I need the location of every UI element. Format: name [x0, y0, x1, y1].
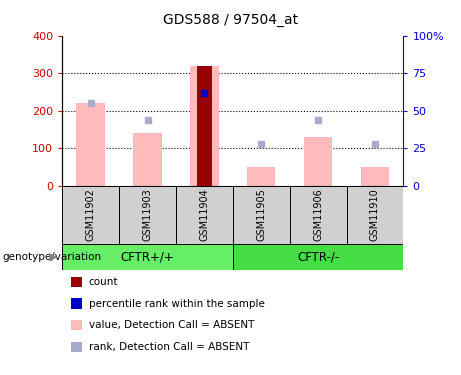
Bar — [133, 133, 162, 186]
Bar — [62, 186, 119, 244]
Text: GSM11904: GSM11904 — [199, 188, 209, 241]
Bar — [304, 137, 332, 186]
Text: GSM11902: GSM11902 — [86, 188, 96, 241]
Text: genotype/variation: genotype/variation — [2, 252, 101, 262]
Bar — [361, 167, 389, 186]
Bar — [119, 186, 176, 244]
Text: rank, Detection Call = ABSENT: rank, Detection Call = ABSENT — [89, 342, 249, 352]
Bar — [233, 186, 290, 244]
Bar — [247, 167, 276, 186]
Bar — [233, 244, 403, 270]
Text: GSM11910: GSM11910 — [370, 188, 380, 241]
Text: CFTR-/-: CFTR-/- — [297, 251, 339, 263]
Text: GSM11903: GSM11903 — [142, 188, 153, 241]
Bar — [77, 103, 105, 186]
Text: GSM11906: GSM11906 — [313, 188, 323, 241]
Text: GSM11905: GSM11905 — [256, 188, 266, 241]
Bar — [176, 186, 233, 244]
Text: value, Detection Call = ABSENT: value, Detection Call = ABSENT — [89, 320, 254, 330]
Text: CFTR+/+: CFTR+/+ — [121, 251, 174, 263]
Bar — [196, 66, 212, 186]
Bar — [290, 186, 347, 244]
Text: GDS588 / 97504_at: GDS588 / 97504_at — [163, 13, 298, 27]
Bar — [190, 66, 219, 186]
Text: percentile rank within the sample: percentile rank within the sample — [89, 298, 265, 309]
Text: ▶: ▶ — [49, 252, 57, 262]
Text: count: count — [89, 277, 118, 287]
Bar — [347, 186, 403, 244]
Bar — [62, 244, 233, 270]
